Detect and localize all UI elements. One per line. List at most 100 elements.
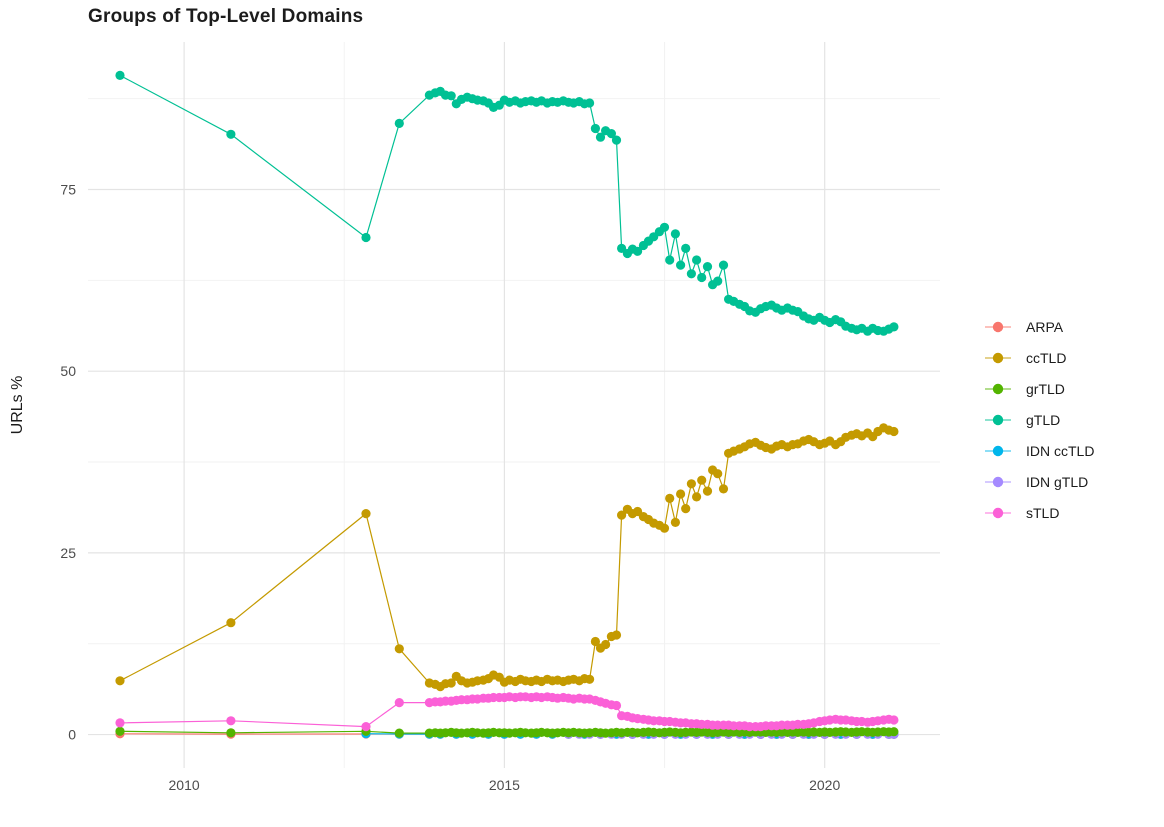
data-point — [446, 678, 456, 688]
legend-key-dot — [992, 507, 1004, 519]
legend-key-dot — [992, 383, 1004, 395]
data-point — [394, 728, 404, 738]
legend-label: sTLD — [1026, 505, 1060, 521]
y-tick-label: 75 — [60, 182, 76, 198]
data-point — [115, 676, 125, 686]
data-point — [617, 510, 627, 520]
legend: ARPA ccTLD grTLD gTLD IDN ccTLD IDN gTLD sTLD — [984, 318, 1094, 522]
data-point — [665, 493, 675, 503]
legend-label: gTLD — [1026, 412, 1061, 428]
data-point — [889, 715, 899, 725]
y-tick-label: 0 — [68, 727, 76, 743]
data-point — [681, 504, 691, 514]
data-point — [718, 260, 729, 270]
data-point — [633, 246, 643, 256]
legend-key-icon — [985, 352, 1011, 364]
data-point — [686, 269, 697, 279]
series-line — [119, 74, 895, 332]
legend-key-dot — [992, 476, 1004, 488]
data-point — [394, 698, 404, 708]
data-point — [889, 322, 899, 332]
data-point — [601, 639, 611, 650]
data-point — [692, 255, 702, 265]
legend-key-dot — [992, 445, 1004, 457]
data-point — [606, 129, 617, 139]
data-point — [665, 255, 675, 265]
legend-key-dot — [992, 321, 1004, 333]
data-point — [394, 118, 404, 128]
data-point — [611, 700, 622, 711]
data-point — [226, 618, 236, 628]
data-point — [697, 475, 707, 485]
data-point — [697, 272, 707, 283]
data-point — [226, 716, 236, 726]
data-point — [115, 70, 125, 80]
legend-label: IDN ccTLD — [1026, 443, 1095, 459]
data-point — [611, 135, 622, 145]
data-point — [676, 260, 686, 270]
data-point — [713, 469, 723, 479]
data-point — [226, 728, 236, 738]
legend-item-IDN-ccTLD: IDN ccTLD — [984, 442, 1094, 460]
data-point — [713, 276, 723, 286]
legend-key-dot — [992, 414, 1004, 426]
y-tick-label: 25 — [60, 545, 76, 561]
data-point — [681, 243, 691, 253]
data-point — [676, 489, 686, 499]
legend-item-ccTLD: ccTLD — [984, 349, 1094, 367]
data-point — [361, 508, 371, 519]
legend-item-ARPA: ARPA — [984, 318, 1094, 336]
data-point — [718, 484, 729, 494]
data-point — [590, 636, 601, 647]
legend-key-icon — [985, 321, 1011, 333]
series-sTLD — [115, 692, 899, 732]
legend-key-icon — [985, 445, 1011, 457]
series-grTLD — [115, 726, 899, 738]
data-point — [702, 262, 713, 272]
axis-tick-labels: 0 25 50 75 2010 2015 2020 — [60, 182, 840, 793]
data-point — [585, 674, 595, 684]
legend-item-gTLD: gTLD — [984, 411, 1094, 429]
data-point — [595, 132, 606, 142]
data-point — [446, 91, 456, 101]
series-ccTLD — [115, 423, 899, 692]
data-point — [585, 98, 595, 108]
data-point — [361, 722, 371, 732]
legend-label: grTLD — [1026, 381, 1065, 397]
data-point — [889, 426, 899, 437]
legend-label: IDN gTLD — [1026, 474, 1089, 490]
data-point — [889, 727, 899, 737]
data-point — [394, 644, 404, 654]
legend-key-icon — [985, 414, 1011, 426]
legend-item-IDN-gTLD: IDN gTLD — [984, 473, 1094, 491]
legend-key-icon — [985, 476, 1011, 488]
data-point — [692, 492, 702, 502]
data-point — [115, 726, 125, 736]
data-point — [702, 486, 713, 496]
y-tick-label: 50 — [60, 363, 76, 379]
legend-key-dot — [992, 352, 1004, 364]
legend-key-icon — [985, 507, 1011, 519]
data-point — [590, 123, 601, 134]
data-point — [659, 222, 670, 232]
x-tick-label: 2015 — [489, 777, 520, 793]
data-point — [361, 232, 371, 243]
legend-label: ARPA — [1026, 319, 1064, 335]
x-tick-label: 2020 — [809, 777, 840, 793]
data-point — [670, 229, 681, 239]
data-point — [659, 523, 670, 533]
legend-key-icon — [985, 383, 1011, 395]
data-point — [115, 718, 125, 728]
data-point — [686, 479, 697, 489]
data-point — [611, 630, 622, 640]
data-point — [670, 517, 681, 528]
series-gTLD — [115, 70, 899, 336]
legend-item-grTLD: grTLD — [984, 380, 1094, 398]
data-point — [226, 129, 236, 139]
legend-label: ccTLD — [1026, 350, 1067, 366]
gridlines — [88, 42, 940, 768]
x-tick-label: 2010 — [169, 777, 200, 793]
chart-title: Groups of Top-Level Domains — [88, 6, 364, 27]
